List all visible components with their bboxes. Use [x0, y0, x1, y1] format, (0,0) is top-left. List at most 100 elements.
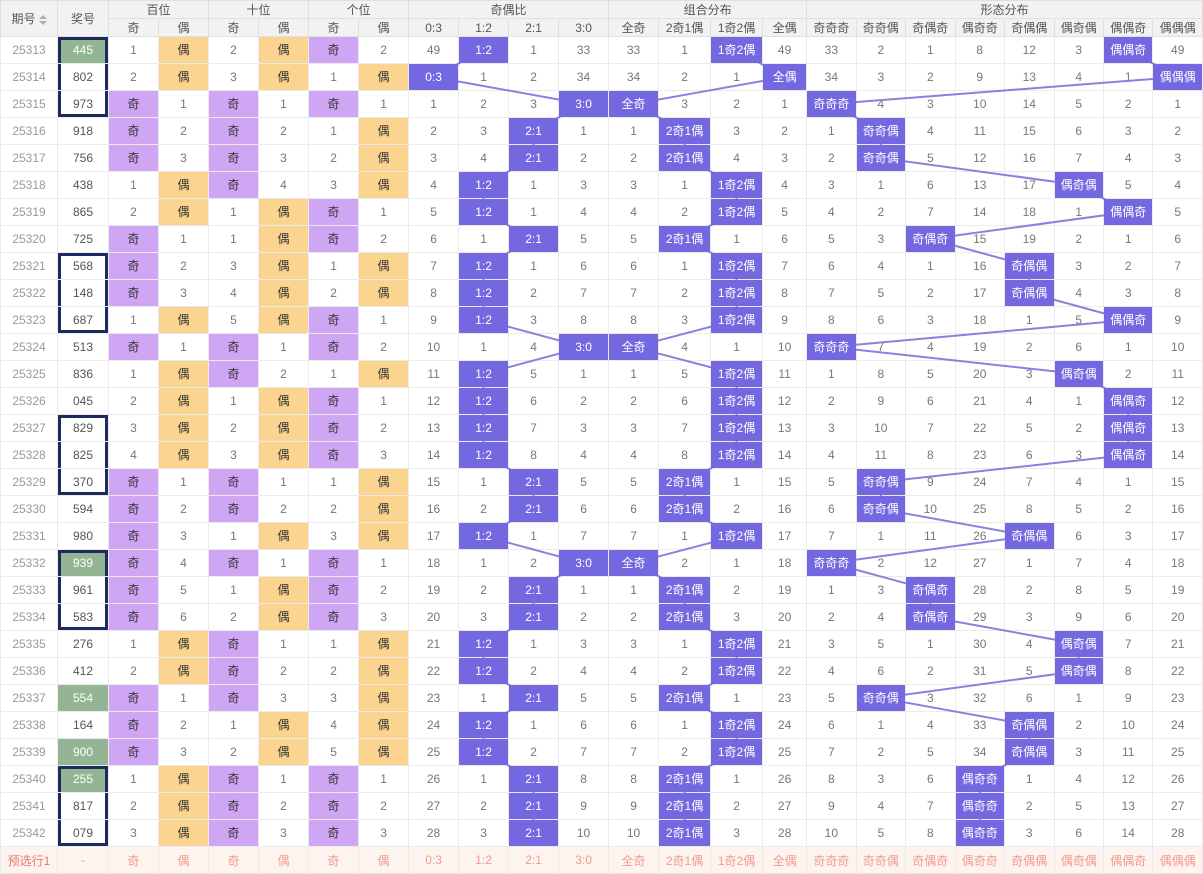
- miss-count-cell: 6: [762, 225, 808, 253]
- sub-column-header-1: 偶: [157, 18, 210, 37]
- hit-cell-wrap: 1奇2偶: [710, 630, 764, 658]
- preselect-option-cell[interactable]: 偶奇偶: [1053, 846, 1104, 874]
- hit-cell-wrap: 奇: [108, 117, 159, 145]
- hit-cell: 奇: [309, 577, 358, 603]
- preselect-option-cell[interactable]: 2:1: [508, 846, 560, 874]
- sort-icon[interactable]: [38, 14, 47, 25]
- preselect-option-cell[interactable]: 偶奇奇: [954, 846, 1006, 874]
- preselect-option-cell[interactable]: 全奇: [608, 846, 660, 874]
- hit-cell: 奇: [209, 469, 258, 495]
- miss-count-cell: 1: [855, 522, 907, 550]
- miss-count-cell: 1: [1004, 306, 1055, 334]
- period-cell: 25318: [0, 171, 58, 199]
- miss-count-cell: 49: [762, 36, 808, 64]
- miss-count-cell: 1: [208, 522, 260, 550]
- miss-count-cell: 12: [408, 387, 460, 415]
- miss-count-cell: 6: [1053, 819, 1104, 847]
- preselect-option-cell[interactable]: 偶偶奇: [1102, 846, 1154, 874]
- miss-count-cell: 8: [905, 441, 956, 469]
- preselect-option-cell[interactable]: 1:2: [458, 846, 510, 874]
- period-column-header[interactable]: 期号: [0, 0, 58, 37]
- preselect-option-cell[interactable]: 奇奇奇: [806, 846, 857, 874]
- hit-cell: 偶偶奇: [1104, 199, 1152, 225]
- miss-count-cell: 2: [508, 657, 560, 685]
- miss-count-cell: 2: [208, 738, 260, 766]
- miss-count-cell: 23: [408, 684, 460, 712]
- miss-count-cell: 6: [558, 495, 610, 523]
- hit-cell-wrap: 1:2: [458, 306, 510, 334]
- preselect-option-cell[interactable]: 偶偶偶: [1152, 846, 1203, 874]
- hit-cell-wrap: 1:2: [458, 198, 510, 226]
- hit-cell-wrap: 1奇2偶: [710, 306, 764, 334]
- miss-count-cell: 4: [1102, 144, 1154, 172]
- period-cell: 25319: [0, 198, 58, 226]
- miss-count-cell: 23: [1152, 684, 1203, 712]
- sub-column-header-17: 偶奇奇: [954, 18, 1006, 37]
- preselect-option-cell[interactable]: 奇: [208, 846, 260, 874]
- miss-count-cell: 27: [954, 549, 1006, 577]
- sub-column-header-4: 奇: [308, 18, 360, 37]
- miss-count-cell: 1: [208, 225, 260, 253]
- miss-count-cell: 3: [806, 630, 857, 658]
- preselect-option-cell[interactable]: 0:3: [408, 846, 460, 874]
- preselect-option-cell[interactable]: 奇: [308, 846, 360, 874]
- miss-count-cell: 1: [762, 90, 808, 118]
- hit-cell: 偶奇偶: [1055, 658, 1103, 684]
- miss-count-cell: 3: [308, 522, 360, 550]
- miss-count-cell: 3: [558, 414, 610, 442]
- hit-cell: 偶: [159, 658, 208, 684]
- preselect-option-cell[interactable]: 偶: [358, 846, 410, 874]
- period-cell: 25314: [0, 63, 58, 91]
- miss-count-cell: 8: [806, 306, 857, 334]
- preselect-option-cell[interactable]: 2奇1偶: [658, 846, 712, 874]
- hit-cell: 1:2: [459, 388, 508, 414]
- miss-count-cell: 16: [954, 252, 1006, 280]
- miss-count-cell: 34: [954, 738, 1006, 766]
- hit-cell: 2奇1偶: [659, 496, 710, 522]
- miss-count-cell: 1: [358, 306, 410, 334]
- hit-cell-wrap: 偶: [157, 819, 210, 847]
- hit-cell-wrap: 1:2: [458, 630, 510, 658]
- miss-count-cell: 19: [1004, 225, 1055, 253]
- hit-cell: 偶: [159, 361, 208, 387]
- sub-column-header-15: 奇奇偶: [855, 18, 907, 37]
- table-row: 25338 164 奇 2 1 偶 4 偶 24 1:2 1 6 6 1 1奇2偶 24 6 1 4 33 奇偶偶 2 10…: [0, 711, 1203, 739]
- preselect-option-cell[interactable]: 3:0: [558, 846, 610, 874]
- preselect-option-cell[interactable]: 奇偶偶: [1004, 846, 1055, 874]
- miss-count-cell: 1: [157, 684, 210, 712]
- hit-cell-wrap: 偶奇偶: [1053, 360, 1104, 388]
- hit-cell-wrap: 1:2: [458, 522, 510, 550]
- miss-count-cell: 22: [762, 657, 808, 685]
- preselect-option-cell[interactable]: 偶: [258, 846, 310, 874]
- hit-cell-wrap: 1:2: [458, 711, 510, 739]
- preselect-option-cell[interactable]: 奇: [108, 846, 159, 874]
- preselect-option-cell[interactable]: 偶: [157, 846, 210, 874]
- miss-count-cell: 3: [308, 684, 360, 712]
- miss-count-cell: 5: [855, 279, 907, 307]
- miss-count-cell: 1: [710, 684, 764, 712]
- period-cell: 25339: [0, 738, 58, 766]
- miss-count-cell: 2: [855, 36, 907, 64]
- miss-count-cell: 1: [1102, 333, 1154, 361]
- miss-count-cell: 4: [608, 198, 660, 226]
- miss-count-cell: 2: [408, 117, 460, 145]
- hit-cell-wrap: 奇偶偶: [1004, 738, 1055, 766]
- hit-cell-wrap: 偶: [358, 495, 410, 523]
- miss-count-cell: 3: [710, 603, 764, 631]
- miss-count-cell: 1: [157, 468, 210, 496]
- sub-column-header-14: 奇奇奇: [806, 18, 857, 37]
- prize-number-cell: 817: [57, 792, 109, 820]
- preselect-option-cell[interactable]: 1奇2偶: [710, 846, 764, 874]
- miss-count-cell: 6: [608, 495, 660, 523]
- preselect-option-cell[interactable]: 奇偶奇: [905, 846, 956, 874]
- hit-cell: 偶: [259, 604, 308, 630]
- miss-count-cell: 2: [806, 603, 857, 631]
- miss-count-cell: 1: [458, 468, 510, 496]
- prize-number-cell: 825: [57, 441, 109, 469]
- prize-number-cell: 412: [57, 657, 109, 685]
- preselect-option-cell[interactable]: 全偶: [762, 846, 808, 874]
- period-cell: 25337: [0, 684, 58, 712]
- miss-count-cell: 31: [954, 657, 1006, 685]
- preselect-option-cell[interactable]: 奇奇偶: [855, 846, 907, 874]
- hit-cell-wrap: 2:1: [508, 495, 560, 523]
